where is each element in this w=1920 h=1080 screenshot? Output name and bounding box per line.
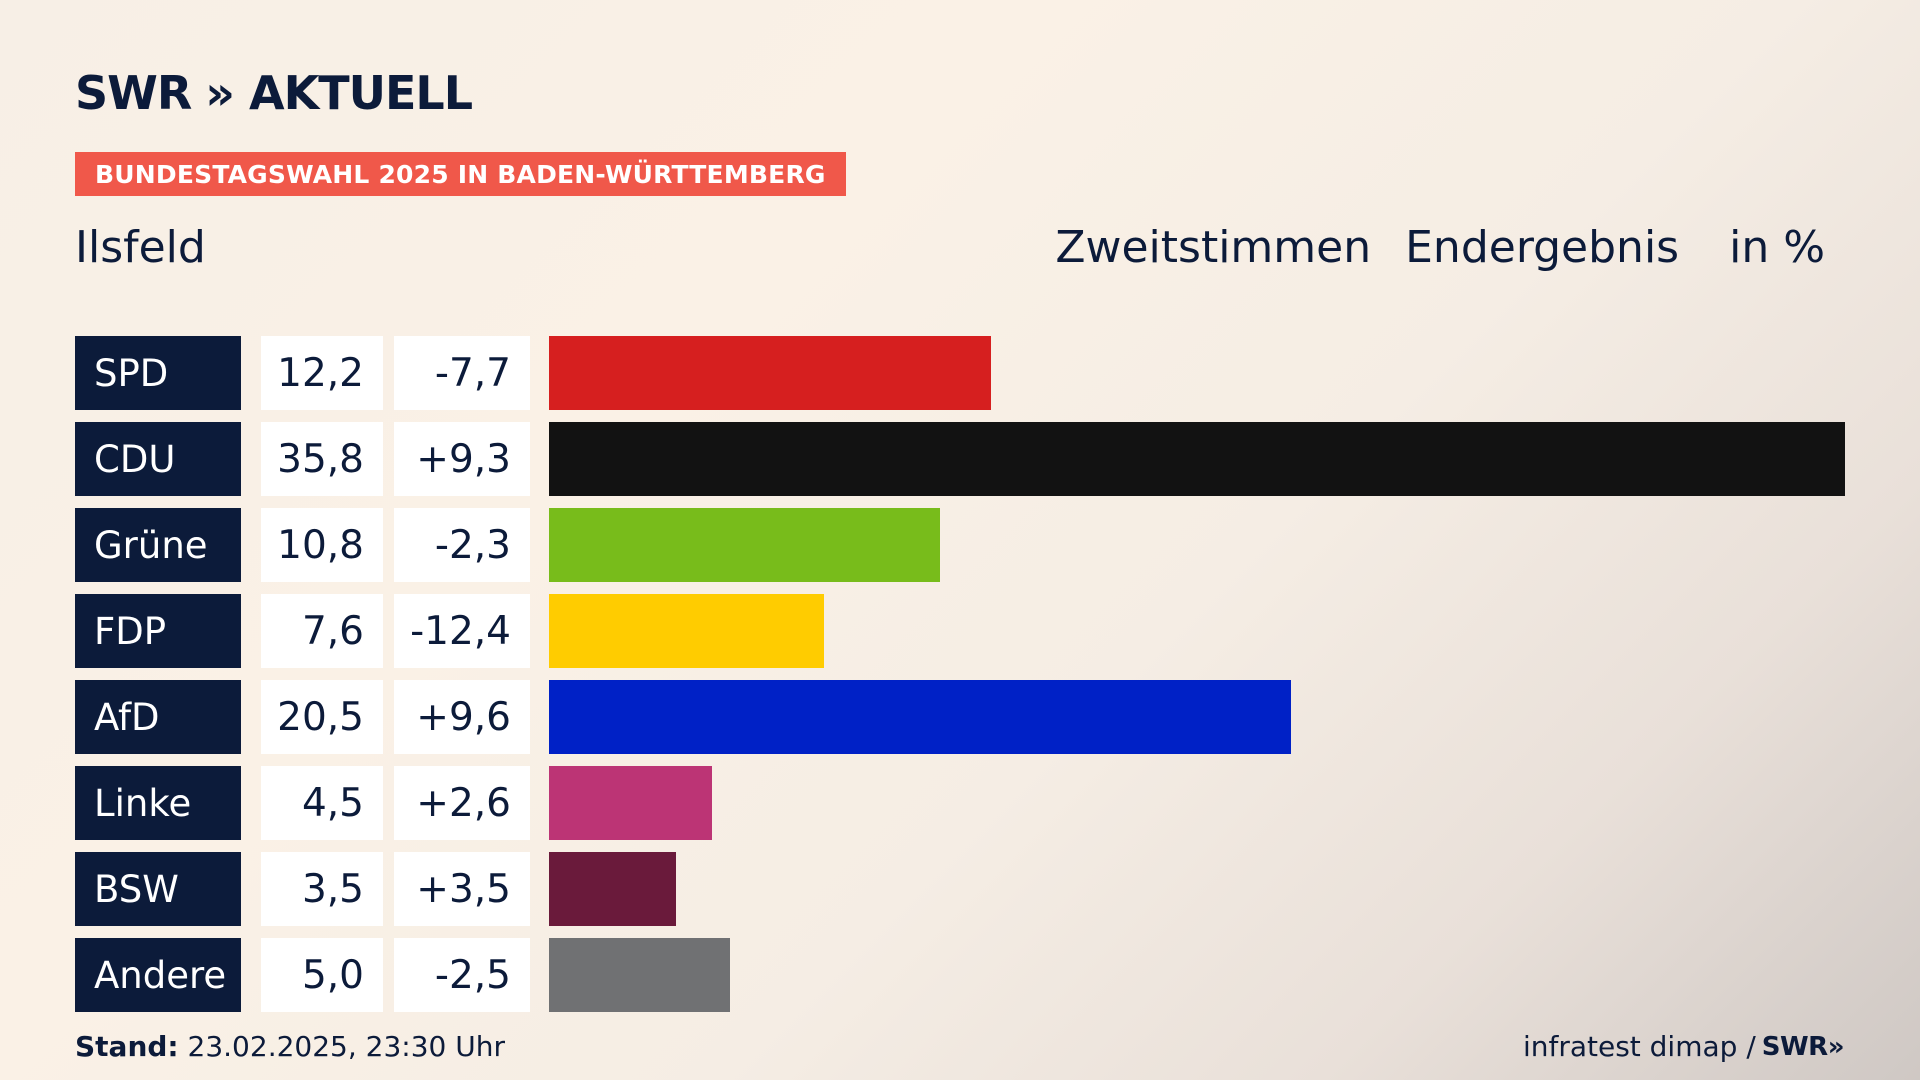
- source-text: infratest dimap /: [1522, 1030, 1756, 1063]
- result-row: AfD 20,5 +9,6: [75, 680, 1855, 754]
- party-label: FDP: [75, 594, 241, 668]
- party-label: AfD: [75, 680, 241, 754]
- result-bar: [549, 938, 730, 1012]
- result-row: Grüne 10,8 -2,3: [75, 508, 1855, 582]
- vote-share-value: 35,8: [261, 422, 383, 496]
- result-row: BSW 3,5 +3,5: [75, 852, 1855, 926]
- unit-label: in %: [1729, 222, 1825, 273]
- vote-share-value: 20,5: [261, 680, 383, 754]
- party-label: Andere: [75, 938, 241, 1012]
- vote-share-change: +2,6: [394, 766, 530, 840]
- vote-share-change: +9,6: [394, 680, 530, 754]
- election-kicker: BUNDESTAGSWAHL 2025 IN BADEN-WÜRTTEMBERG: [75, 152, 846, 196]
- result-row: FDP 7,6 -12,4: [75, 594, 1855, 668]
- vote-share-value: 10,8: [261, 508, 383, 582]
- source-brand: SWR»: [1761, 1031, 1845, 1062]
- vote-type-label: Zweitstimmen: [1055, 222, 1372, 273]
- party-label: CDU: [75, 422, 241, 496]
- stand-label: Stand:: [75, 1030, 179, 1063]
- vote-share-value: 12,2: [261, 336, 383, 410]
- chevron-right-icon: »: [205, 66, 235, 120]
- chart-header-info: Zweitstimmen Endergebnis in %: [1055, 222, 1825, 273]
- result-bar: [549, 336, 991, 410]
- result-bar: [549, 852, 676, 926]
- vote-share-change: -12,4: [394, 594, 530, 668]
- result-bar: [549, 508, 940, 582]
- stand-value: 23.02.2025, 23:30 Uhr: [187, 1030, 505, 1063]
- result-row: SPD 12,2 -7,7: [75, 336, 1855, 410]
- party-label: BSW: [75, 852, 241, 926]
- vote-share-value: 3,5: [261, 852, 383, 926]
- party-label: Grüne: [75, 508, 241, 582]
- logo-aktuell-text: AKTUELL: [249, 66, 473, 120]
- vote-share-value: 7,6: [261, 594, 383, 668]
- result-bar: [549, 680, 1291, 754]
- vote-share-change: -7,7: [394, 336, 530, 410]
- party-label: SPD: [75, 336, 241, 410]
- result-bar: [549, 766, 712, 840]
- result-bar: [549, 422, 1845, 496]
- result-row: Linke 4,5 +2,6: [75, 766, 1855, 840]
- result-row: Andere 5,0 -2,5: [75, 938, 1855, 1012]
- source-credit: infratest dimap / SWR»: [1522, 1030, 1845, 1063]
- vote-share-value: 5,0: [261, 938, 383, 1012]
- place-title: Ilsfeld: [75, 222, 206, 273]
- chevron-right-icon: »: [1827, 1031, 1845, 1062]
- logo-swr-text: SWR: [75, 66, 192, 120]
- result-bar: [549, 594, 824, 668]
- swr-aktuell-logo: SWR» AKTUELL: [75, 66, 473, 120]
- source-brand-text: SWR: [1761, 1031, 1828, 1062]
- timestamp: Stand: 23.02.2025, 23:30 Uhr: [75, 1030, 505, 1063]
- vote-share-change: -2,3: [394, 508, 530, 582]
- vote-share-change: +9,3: [394, 422, 530, 496]
- result-row: CDU 35,8 +9,3: [75, 422, 1855, 496]
- party-label: Linke: [75, 766, 241, 840]
- vote-share-change: +3,5: [394, 852, 530, 926]
- vote-share-change: -2,5: [394, 938, 530, 1012]
- vote-share-value: 4,5: [261, 766, 383, 840]
- result-status-label: Endergebnis: [1405, 222, 1680, 273]
